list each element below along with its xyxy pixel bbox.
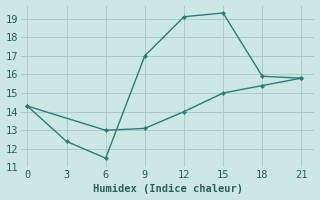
X-axis label: Humidex (Indice chaleur): Humidex (Indice chaleur) bbox=[92, 184, 243, 194]
